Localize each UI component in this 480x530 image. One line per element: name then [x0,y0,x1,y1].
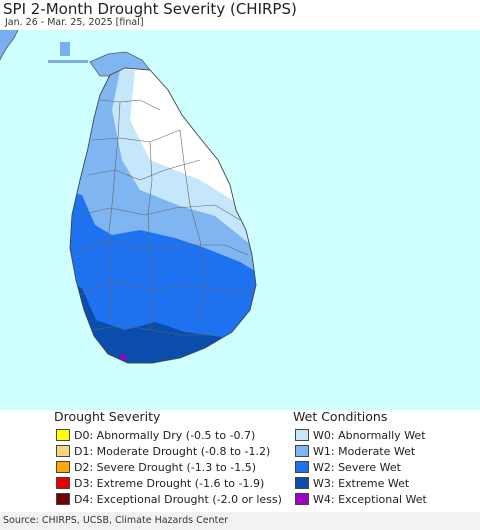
india-coast-outline [0,30,19,61]
legend-label-d1: D1: Moderate Drought (-0.8 to -1.2) [74,444,271,458]
map-header: SPI 2-Month Drought Severity (CHIRPS) Ja… [0,0,480,30]
legend-swatch-w4 [295,493,309,505]
legend-label-d3: D3: Extreme Drought (-1.6 to -1.9) [74,476,265,490]
source-credit: Source: CHIRPS, UCSB, Climate Hazards Ce… [3,515,229,526]
legend-item-d0: D0: Abnormally Dry (-0.5 to -0.7) [56,428,255,442]
legend-item-w4: W4: Exceptional Wet [295,492,427,506]
legend: Drought Severity Wet Conditions D0: Abno… [0,410,480,512]
legend-item-w3: W3: Extreme Wet [295,476,409,490]
legend-item-d4: D4: Exceptional Drought (-2.0 or less) [56,492,282,506]
legend-item-w2: W2: Severe Wet [295,460,401,474]
legend-item-w1: W1: Moderate Wet [295,444,415,458]
legend-swatch-d3 [56,477,70,489]
legend-wet-title: Wet Conditions [293,409,388,424]
legend-item-d3: D3: Extreme Drought (-1.6 to -1.9) [56,476,264,490]
mannar-island-block [60,42,70,56]
island-outline [69,67,257,364]
legend-item-d1: D1: Moderate Drought (-0.8 to -1.2) [56,444,270,458]
zone-w2 [70,190,256,363]
map-canvas [0,30,257,364]
legend-swatch-d1 [56,445,70,457]
legend-label-d2: D2: Severe Drought (-1.3 to -1.5) [74,460,257,474]
mannar-island-bar [48,60,88,63]
legend-item-w0: W0: Abnormally Wet [295,428,426,442]
wet-condition-zones [70,70,256,363]
legend-swatch-d2 [56,461,70,473]
zone-w3 [70,280,256,363]
legend-label-w4: W4: Exceptional Wet [313,492,427,506]
map-title: SPI 2-Month Drought Severity (CHIRPS) [3,0,297,18]
legend-swatch-w0 [295,429,309,441]
legend-swatch-w2 [295,461,309,473]
legend-drought-title: Drought Severity [54,409,161,424]
legend-label-d4: D4: Exceptional Drought (-2.0 or less) [74,492,282,506]
legend-label-w0: W0: Abnormally Wet [313,428,426,442]
legend-swatch-w3 [295,477,309,489]
map-date-range: Jan. 26 - Mar. 25, 2025 [final] [5,17,144,28]
legend-swatch-d0 [56,429,70,441]
india-coast-land [0,30,18,60]
legend-item-d2: D2: Severe Drought (-1.3 to -1.5) [56,460,256,474]
legend-label-w1: W1: Moderate Wet [313,444,416,458]
zone-w4 [120,355,126,360]
footer: Source: CHIRPS, UCSB, Climate Hazards Ce… [0,512,480,530]
legend-label-d0: D0: Abnormally Dry (-0.5 to -0.7) [74,428,256,442]
legend-swatch-d4 [56,493,70,505]
legend-label-w3: W3: Extreme Wet [313,476,410,490]
legend-label-w2: W2: Severe Wet [313,460,401,474]
legend-swatch-w1 [295,445,309,457]
district-boundaries [73,99,254,336]
drought-map[interactable] [0,30,480,410]
